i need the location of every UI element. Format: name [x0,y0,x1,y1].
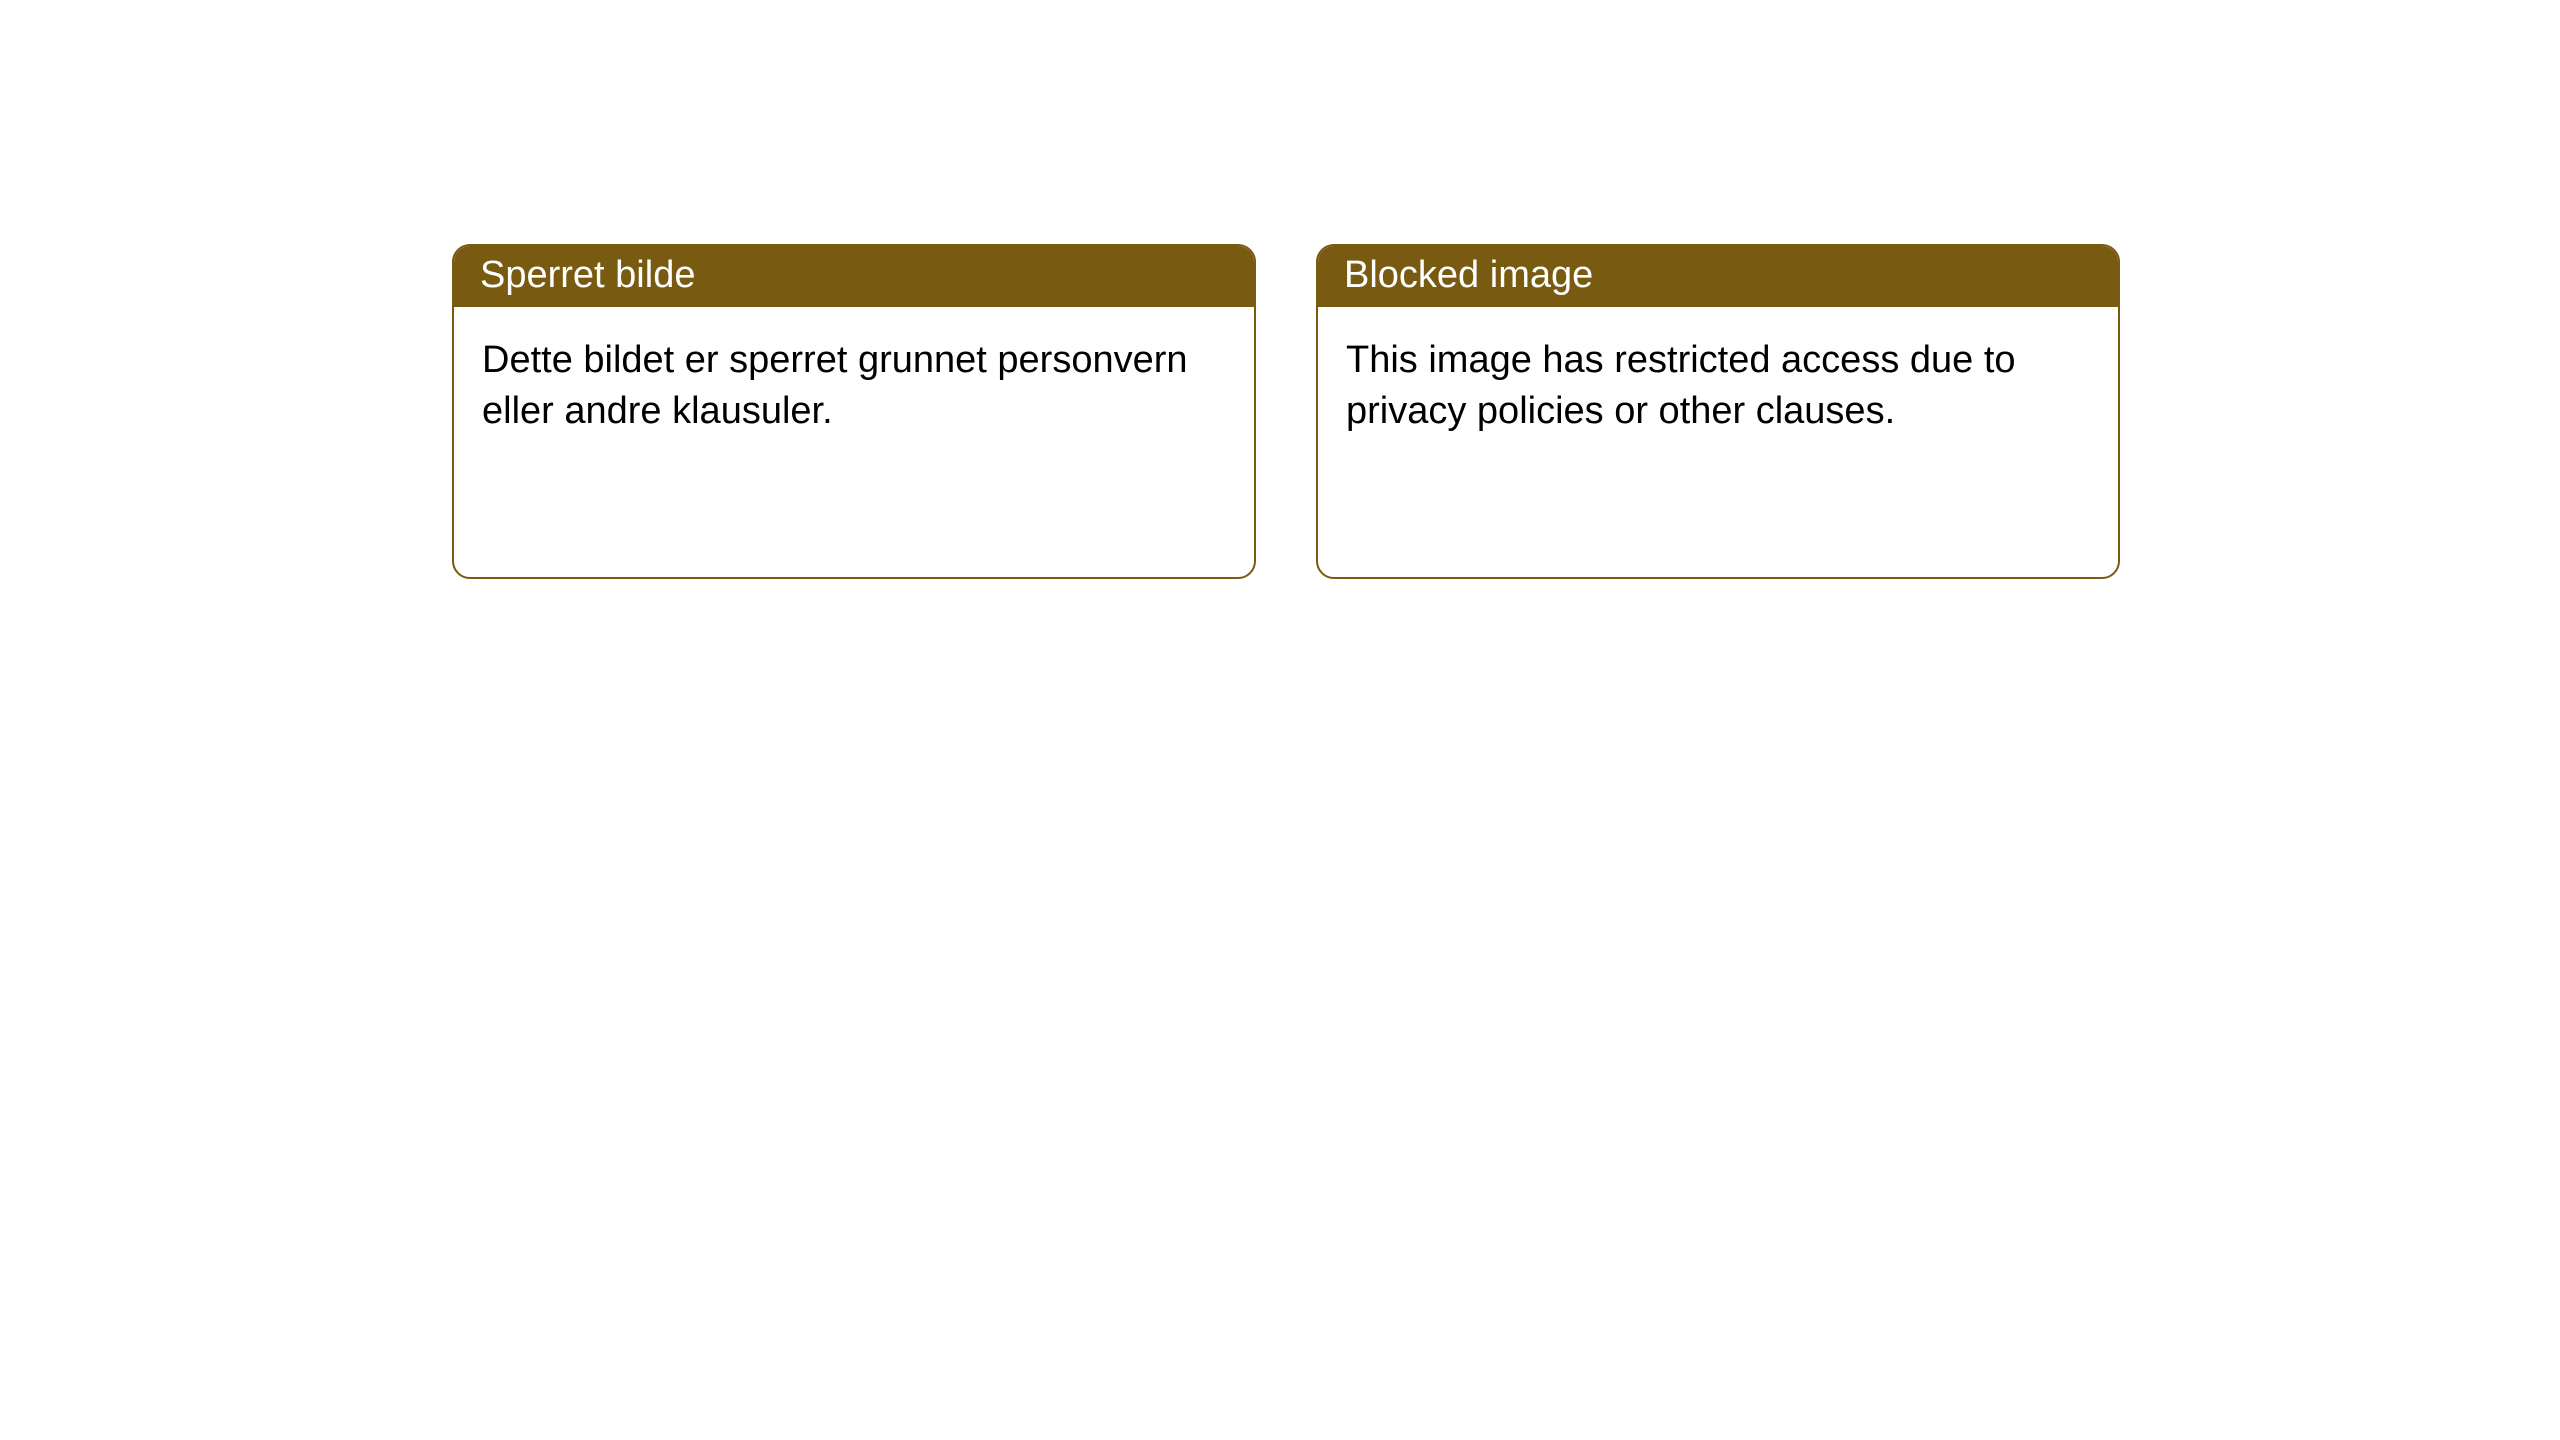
notice-header: Blocked image [1318,246,2118,307]
notice-body: Dette bildet er sperret grunnet personve… [454,307,1254,466]
notice-header: Sperret bilde [454,246,1254,307]
notice-card-english: Blocked image This image has restricted … [1316,244,2120,579]
notice-card-norwegian: Sperret bilde Dette bildet er sperret gr… [452,244,1256,579]
notice-body: This image has restricted access due to … [1318,307,2118,466]
notice-container: Sperret bilde Dette bildet er sperret gr… [0,0,2560,579]
